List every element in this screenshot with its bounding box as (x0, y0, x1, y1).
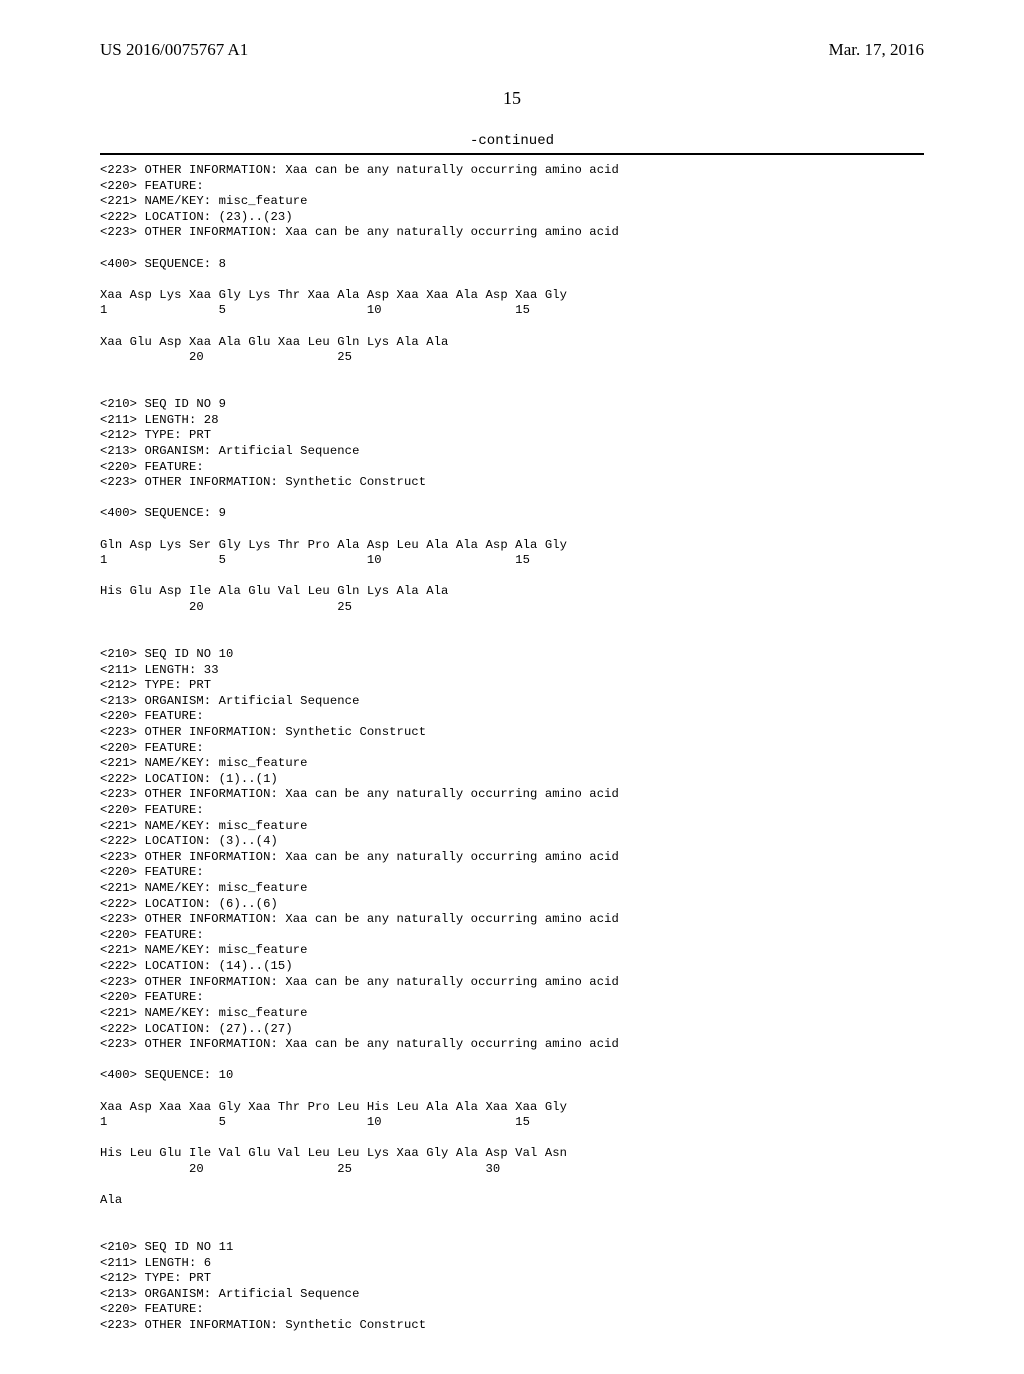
page-header: US 2016/0075767 A1 Mar. 17, 2016 (100, 40, 924, 60)
divider-top (100, 153, 924, 155)
page-container: US 2016/0075767 A1 Mar. 17, 2016 15 -con… (0, 0, 1024, 1374)
continued-label: -continued (100, 133, 924, 149)
publication-number: US 2016/0075767 A1 (100, 40, 248, 60)
sequence-listing: <223> OTHER INFORMATION: Xaa can be any … (100, 163, 924, 1334)
publication-date: Mar. 17, 2016 (829, 40, 924, 60)
page-number: 15 (100, 88, 924, 109)
